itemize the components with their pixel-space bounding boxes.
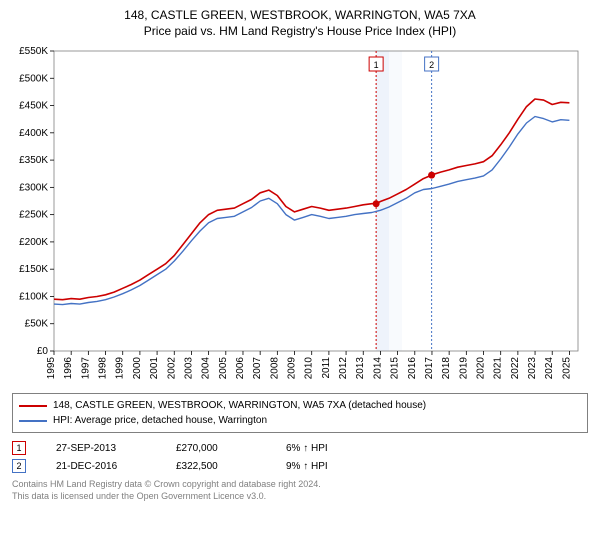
svg-text:1999: 1999 — [115, 357, 126, 380]
svg-text:2007: 2007 — [252, 357, 263, 380]
svg-text:2018: 2018 — [441, 357, 452, 380]
svg-text:2022: 2022 — [510, 357, 521, 380]
svg-text:1: 1 — [374, 60, 379, 70]
svg-text:2024: 2024 — [544, 357, 555, 380]
svg-text:2002: 2002 — [166, 357, 177, 380]
svg-text:1995: 1995 — [46, 357, 57, 380]
sales-table: 1 27-SEP-2013 £270,000 6% ↑ HPI 2 21-DEC-2016… — [12, 439, 588, 475]
footer-note: Contains HM Land Registry data © Crown c… — [12, 479, 588, 502]
chart-title-line1: 148, CASTLE GREEN, WESTBROOK, WARRINGTON… — [12, 8, 588, 24]
sale-marker: 2 — [12, 459, 26, 473]
chart-plot-area: £0 £50K £100K £150K £200K £250K £300K £350K £400… — [12, 47, 588, 387]
chart-title-line2: Price paid vs. HM Land Registry's House … — [12, 24, 588, 40]
svg-text:2015: 2015 — [390, 357, 401, 380]
chart-container: 148, CASTLE GREEN, WESTBROOK, WARRINGTON… — [0, 0, 600, 560]
svg-text:2012: 2012 — [338, 357, 349, 380]
svg-text:2003: 2003 — [183, 357, 194, 380]
line-chart-svg: £0 £50K £100K £150K £200K £250K £300K £350K £400… — [12, 47, 588, 387]
svg-text:2014: 2014 — [372, 357, 383, 380]
legend-label: 148, CASTLE GREEN, WESTBROOK, WARRINGTON… — [53, 398, 426, 413]
svg-text:2009: 2009 — [287, 357, 298, 380]
legend-swatch — [19, 420, 47, 422]
footer-line1: Contains HM Land Registry data © Crown c… — [12, 479, 588, 491]
svg-text:1996: 1996 — [63, 357, 74, 380]
legend-label: HPI: Average price, detached house, Warr… — [53, 413, 267, 428]
sale-hpi: 9% ↑ HPI — [286, 461, 366, 472]
svg-text:£100K: £100K — [19, 292, 48, 303]
svg-text:2006: 2006 — [235, 357, 246, 380]
svg-text:2001: 2001 — [149, 357, 160, 380]
svg-text:2000: 2000 — [132, 357, 143, 380]
svg-text:2025: 2025 — [561, 357, 572, 380]
legend-swatch — [19, 405, 47, 407]
legend-row: HPI: Average price, detached house, Warr… — [19, 413, 581, 428]
svg-text:2008: 2008 — [269, 357, 280, 380]
svg-text:2016: 2016 — [407, 357, 418, 380]
svg-text:2013: 2013 — [355, 357, 366, 380]
svg-text:2021: 2021 — [493, 357, 504, 380]
legend-row: 148, CASTLE GREEN, WESTBROOK, WARRINGTON… — [19, 398, 581, 413]
svg-text:£500K: £500K — [19, 73, 48, 84]
sale-price: £270,000 — [176, 443, 256, 454]
sale-row: 2 21-DEC-2016 £322,500 9% ↑ HPI — [12, 457, 588, 475]
footer-line2: This data is licensed under the Open Gov… — [12, 491, 588, 503]
sale-marker: 1 — [12, 441, 26, 455]
svg-text:2: 2 — [429, 60, 434, 70]
sale-hpi: 6% ↑ HPI — [286, 443, 366, 454]
svg-text:1997: 1997 — [80, 357, 91, 380]
svg-text:£400K: £400K — [19, 128, 48, 139]
svg-text:2005: 2005 — [218, 357, 229, 380]
svg-text:£0: £0 — [37, 346, 49, 357]
svg-text:2010: 2010 — [304, 357, 315, 380]
sale-date: 21-DEC-2016 — [56, 461, 146, 472]
svg-text:£250K: £250K — [19, 210, 48, 221]
svg-text:2011: 2011 — [321, 357, 332, 379]
svg-text:£150K: £150K — [19, 264, 48, 275]
svg-text:2023: 2023 — [527, 357, 538, 380]
svg-text:£200K: £200K — [19, 237, 48, 248]
svg-text:£350K: £350K — [19, 155, 48, 166]
svg-text:2019: 2019 — [458, 357, 469, 380]
sale-row: 1 27-SEP-2013 £270,000 6% ↑ HPI — [12, 439, 588, 457]
legend-box: 148, CASTLE GREEN, WESTBROOK, WARRINGTON… — [12, 393, 588, 433]
svg-text:£550K: £550K — [19, 47, 48, 57]
svg-text:2017: 2017 — [424, 357, 435, 380]
sale-price: £322,500 — [176, 461, 256, 472]
svg-text:£300K: £300K — [19, 183, 48, 194]
svg-text:2004: 2004 — [201, 357, 212, 380]
svg-text:1998: 1998 — [98, 357, 109, 380]
sale-date: 27-SEP-2013 — [56, 443, 146, 454]
svg-text:2020: 2020 — [476, 357, 487, 380]
svg-text:£50K: £50K — [25, 319, 49, 330]
svg-text:£450K: £450K — [19, 101, 48, 112]
